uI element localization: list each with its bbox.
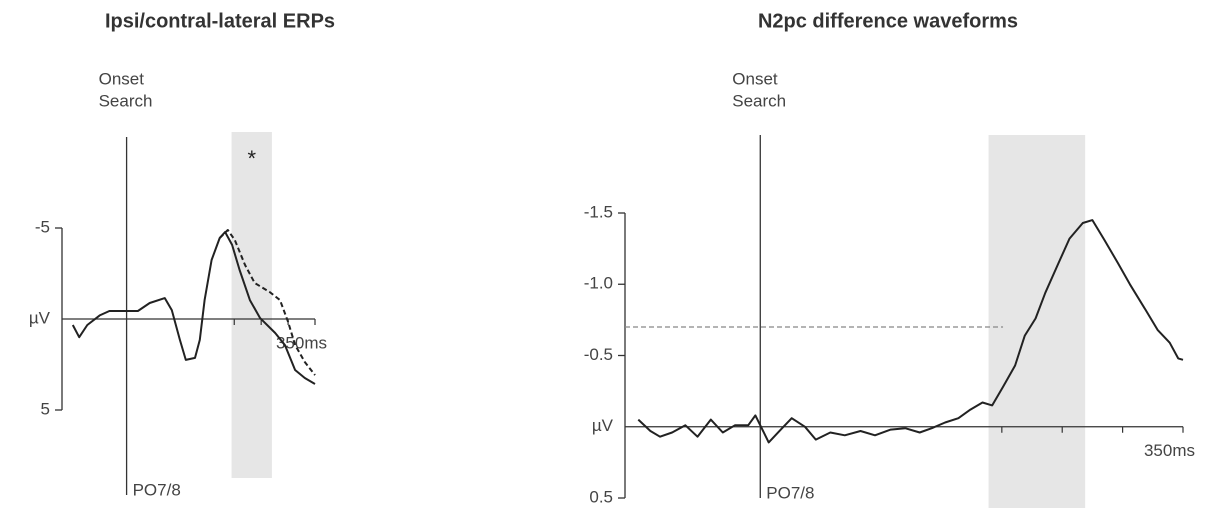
y-tick-label: -1.5	[584, 202, 613, 221]
y-tick-label: µV	[29, 308, 51, 327]
waveform	[218, 229, 316, 376]
panel-title: N2pc difference waveforms	[758, 10, 1018, 32]
electrode-label: PO7/8	[766, 483, 814, 502]
panel-title: Ipsi/contral-lateral ERPs	[105, 10, 335, 32]
waveform	[637, 219, 1184, 444]
electrode-label: PO7/8	[133, 480, 181, 499]
highlight-window	[988, 135, 1086, 508]
significance-marker: *	[247, 146, 256, 171]
y-tick-label: -1.0	[584, 274, 613, 293]
y-tick-label: -0.5	[584, 345, 613, 364]
y-tick-label: 5	[41, 399, 50, 418]
x-tick-label: 350ms	[1144, 441, 1195, 460]
onset-label: Search	[99, 91, 153, 110]
x-tick-label: 350ms	[276, 333, 327, 352]
y-tick-label: µV	[592, 416, 614, 435]
onset-label: Search	[732, 91, 786, 110]
onset-label: Onset	[99, 69, 145, 88]
y-tick-label: 0.5	[589, 487, 613, 506]
waveform	[71, 231, 316, 385]
onset-label: Onset	[732, 69, 778, 88]
y-tick-label: -5	[35, 217, 50, 236]
